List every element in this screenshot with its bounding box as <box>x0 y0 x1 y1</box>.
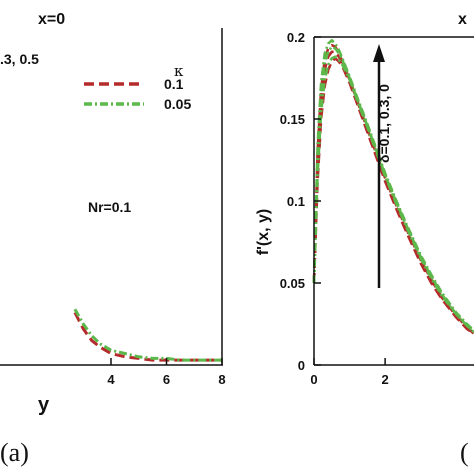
legend-label-kappa-0-05: 0.05 <box>164 96 191 112</box>
panel-b-ticks: 0 0.05 0.1 0.15 0.2 0 2 <box>280 30 389 387</box>
panel-a-xlabel: y <box>38 394 50 416</box>
panel-a-xtick-label: 8 <box>218 372 225 387</box>
panel-b-label: ( <box>460 438 469 467</box>
panel-b-xtick-label: 0 <box>310 372 317 387</box>
panel-a-param-text: .3, 0.5 <box>0 51 39 67</box>
panel-a-series-line-1 <box>73 308 222 362</box>
panel-b-ytick-label: 0.05 <box>280 276 305 291</box>
panel-b-annotation: δ=0.1, 0.3, 0 <box>376 84 392 163</box>
legend-title: κ <box>174 62 184 80</box>
panel-b-series-line-1-2 <box>312 38 474 332</box>
panel-a-annotation: Nr=0.1 <box>88 199 131 215</box>
panel-b-ytick-label: 0.2 <box>287 30 305 45</box>
panel-a-series-group <box>73 308 222 362</box>
panel-b-ytick-label: 0 <box>298 358 305 373</box>
panel-a-series-line-0 <box>73 311 222 362</box>
panel-b-ytick-label: 0.15 <box>280 112 305 127</box>
panel-a-xtick-label: 4 <box>107 372 115 387</box>
panel-b-header: x <box>458 11 467 28</box>
panel-b-plot: 0 0.05 0.1 0.15 0.2 0 2 <box>280 30 474 387</box>
panel-a-ticks: 4 6 8 <box>107 358 226 387</box>
panel-b-series-group <box>312 38 474 335</box>
legend-label-kappa-0-1: 0.1 <box>164 76 184 92</box>
panel-b-ylabel: f'(x, y) <box>255 209 272 255</box>
panel-a-xtick-label: 6 <box>163 372 170 387</box>
delta-arrow <box>373 44 385 288</box>
panel-b-series-line-1-1 <box>312 45 474 334</box>
panel-b-xtick-label: 2 <box>381 372 388 387</box>
panel-b-series-line-0-1 <box>312 50 474 335</box>
panel-b: x f'(x, y) 0 0.05 0.1 0.15 0.2 0 2 δ=0.1, 0.3,… <box>255 11 474 467</box>
panel-a-plot: 4 6 8 <box>0 28 226 387</box>
panel-a-header: x=0 <box>38 11 65 28</box>
delta-arrow-head <box>373 44 385 62</box>
panel-a: x=0 .3, 0.5 4 6 8 κ 0.1 0.05 Nr=0.1 y (a) <box>0 11 226 467</box>
panel-a-label: (a) <box>0 438 29 467</box>
panel-b-ytick-label: 0.1 <box>287 194 305 209</box>
panel-a-legend: κ 0.1 0.05 <box>84 62 191 112</box>
panel-b-series-line-0-2 <box>312 43 474 335</box>
